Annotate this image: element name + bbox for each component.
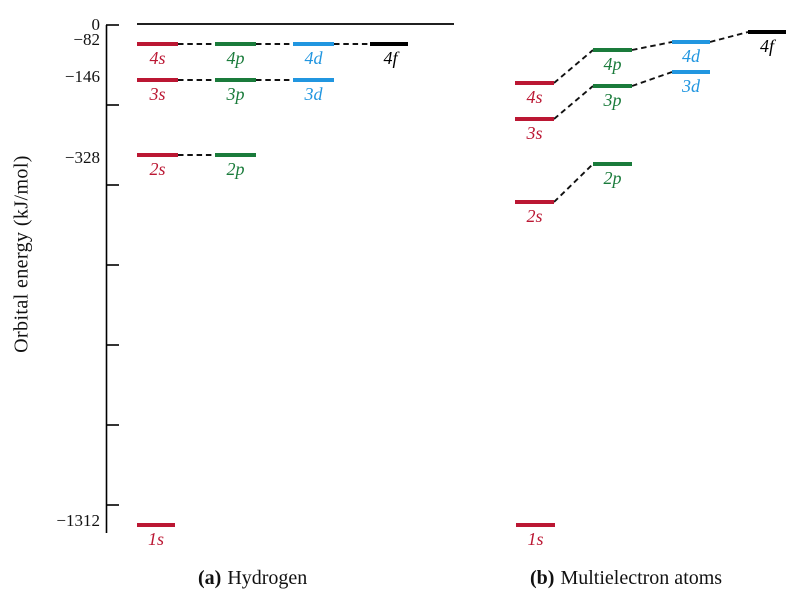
level-label-a-4p: 4p <box>226 48 245 68</box>
y-axis-ticks <box>106 24 119 506</box>
level-bar-b-4p <box>593 48 632 52</box>
caption-b-text: Multielectron atoms <box>560 567 723 589</box>
level-label-b-3p: 3p <box>603 90 622 110</box>
level-label-b-4d: 4d <box>682 46 700 66</box>
level-label-b-3d: 3d <box>682 76 700 96</box>
level-bar-b-3d <box>672 70 710 74</box>
level-label-a-1s: 1s <box>147 529 164 549</box>
level-label-a-3p: 3p <box>226 84 245 104</box>
connector-b-4s-4p <box>553 49 594 84</box>
level-label-a-4f: 4f <box>383 48 398 68</box>
level-bar-b-4d <box>672 40 710 44</box>
level-label-a-2s: 2s <box>149 159 166 179</box>
level-bar-a-2s <box>137 153 178 157</box>
caption-panel-a: (a) Hydrogen <box>198 567 307 589</box>
level-label-b-2s: 2s <box>526 206 543 226</box>
level-bar-b-4s <box>515 81 554 85</box>
level-bar-b-3p <box>593 84 632 88</box>
level-label-a-3d: 3d <box>304 84 323 104</box>
level-label-b-3s: 3s <box>526 123 543 143</box>
level-bar-a-4s <box>137 42 178 46</box>
panel-a-connectors <box>178 43 370 156</box>
level-bar-a-3s <box>137 78 178 82</box>
level-label-b-2p: 2p <box>603 168 622 188</box>
caption-a-text: Hydrogen <box>227 567 308 589</box>
connector-b-3p-3d <box>631 71 673 87</box>
level-bar-a-4p <box>215 42 256 46</box>
level-bar-a-4d <box>293 42 334 46</box>
connector-b-2s-2p <box>553 163 594 203</box>
tick-label--1312: −1312 <box>56 511 100 530</box>
tick-label--146: −146 <box>64 67 100 86</box>
level-label-b-4p: 4p <box>603 54 622 74</box>
level-label-a-4s: 4s <box>149 48 166 68</box>
level-bar-a-4f <box>370 42 408 46</box>
level-label-b-4f: 4f <box>759 36 774 56</box>
caption-a-prefix: (a) <box>198 567 222 589</box>
level-label-a-3s: 3s <box>149 84 166 104</box>
level-bar-a-2p <box>215 153 256 157</box>
level-bar-b-2s <box>515 200 554 204</box>
tick-label--328: −328 <box>64 148 100 167</box>
connector-b-4d-4f <box>709 31 749 43</box>
connector-b-4p-4d <box>631 41 673 51</box>
level-label-a-2p: 2p <box>226 159 245 179</box>
level-label-b-4s: 4s <box>526 87 543 107</box>
tick-label--82: −82 <box>73 30 100 49</box>
level-label-b-1s: 1s <box>527 529 544 549</box>
level-bar-b-1s <box>516 523 555 527</box>
caption-panel-b: (b) Multielectron atoms <box>530 567 722 589</box>
tick-label-0: 0 <box>91 15 101 34</box>
level-bar-a-3d <box>293 78 334 82</box>
level-bar-b-2p <box>593 162 632 166</box>
level-bar-a-3p <box>215 78 256 82</box>
level-label-a-4d: 4d <box>304 48 323 68</box>
caption-b-prefix: (b) <box>530 567 555 589</box>
level-bar-b-3s <box>515 117 554 121</box>
y-axis-title: Orbital energy (kJ/mol) <box>10 155 33 353</box>
connector-b-3s-3p <box>553 85 594 120</box>
level-bar-a-1s <box>137 523 175 527</box>
panel-b-connectors <box>553 31 749 203</box>
level-bar-b-4f <box>748 30 786 34</box>
